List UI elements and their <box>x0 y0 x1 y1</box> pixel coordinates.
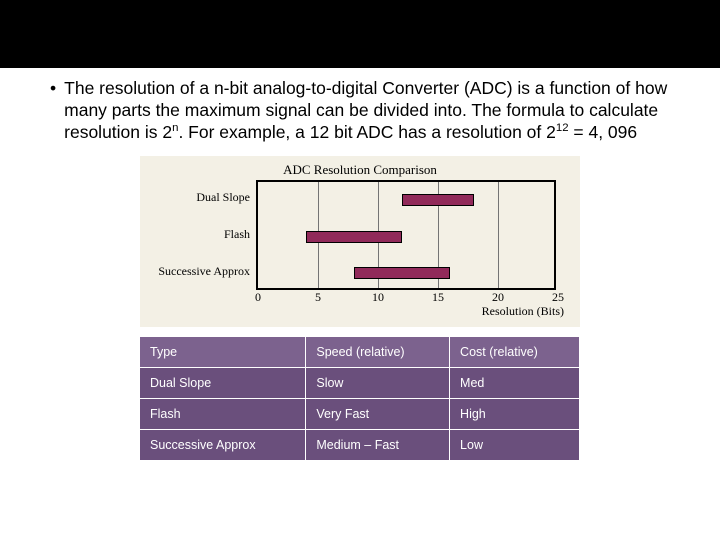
adc-comparison-table: TypeSpeed (relative)Cost (relative)Dual … <box>140 337 580 461</box>
chart-plot-area <box>256 180 556 290</box>
table-cell: High <box>450 398 580 429</box>
table-cell: Dual Slope <box>140 367 306 398</box>
chart-x-tick: 20 <box>492 290 504 305</box>
chart-x-tick: 25 <box>552 290 564 305</box>
bullet-paragraph: • The resolution of a n-bit analog-to-di… <box>48 78 672 144</box>
chart-x-tick: 0 <box>255 290 261 305</box>
chart-x-label: Resolution (Bits) <box>146 304 564 319</box>
table-row: Successive ApproxMedium – FastLow <box>140 429 580 460</box>
table-row: Dual SlopeSlowMed <box>140 367 580 398</box>
table-cell: Successive Approx <box>140 429 306 460</box>
chart-y-label: Flash <box>146 227 250 242</box>
table-cell: Med <box>450 367 580 398</box>
chart-y-labels: Dual Slope Flash Successive Approx <box>146 180 256 290</box>
chart-y-label: Successive Approx <box>146 264 250 279</box>
table-cell: Flash <box>140 398 306 429</box>
chart-title: ADC Resolution Comparison <box>146 162 574 178</box>
table-header-row: TypeSpeed (relative)Cost (relative) <box>140 337 580 368</box>
chart-x-tick: 10 <box>372 290 384 305</box>
table-row: FlashVery FastHigh <box>140 398 580 429</box>
chart-y-label: Dual Slope <box>146 190 250 205</box>
content-area: • The resolution of a n-bit analog-to-di… <box>0 68 720 461</box>
bullet-dot: • <box>48 78 56 100</box>
table-header-cell: Speed (relative) <box>306 337 450 368</box>
chart-bar <box>402 194 474 206</box>
chart-x-tick: 5 <box>315 290 321 305</box>
table-cell: Medium – Fast <box>306 429 450 460</box>
table-cell: Slow <box>306 367 450 398</box>
chart-x-ticks: 0510152025 <box>256 290 560 306</box>
bullet-text: The resolution of a n-bit analog-to-digi… <box>64 78 672 144</box>
chart-bar <box>306 231 402 243</box>
adc-resolution-chart: ADC Resolution Comparison Dual Slope Flas… <box>140 156 580 327</box>
table-cell: Very Fast <box>306 398 450 429</box>
table-header-cell: Cost (relative) <box>450 337 580 368</box>
table-header-cell: Type <box>140 337 306 368</box>
chart-x-tick: 15 <box>432 290 444 305</box>
chart-gridline <box>498 182 499 288</box>
chart-bar <box>354 267 450 279</box>
top-band <box>0 0 720 68</box>
table-cell: Low <box>450 429 580 460</box>
